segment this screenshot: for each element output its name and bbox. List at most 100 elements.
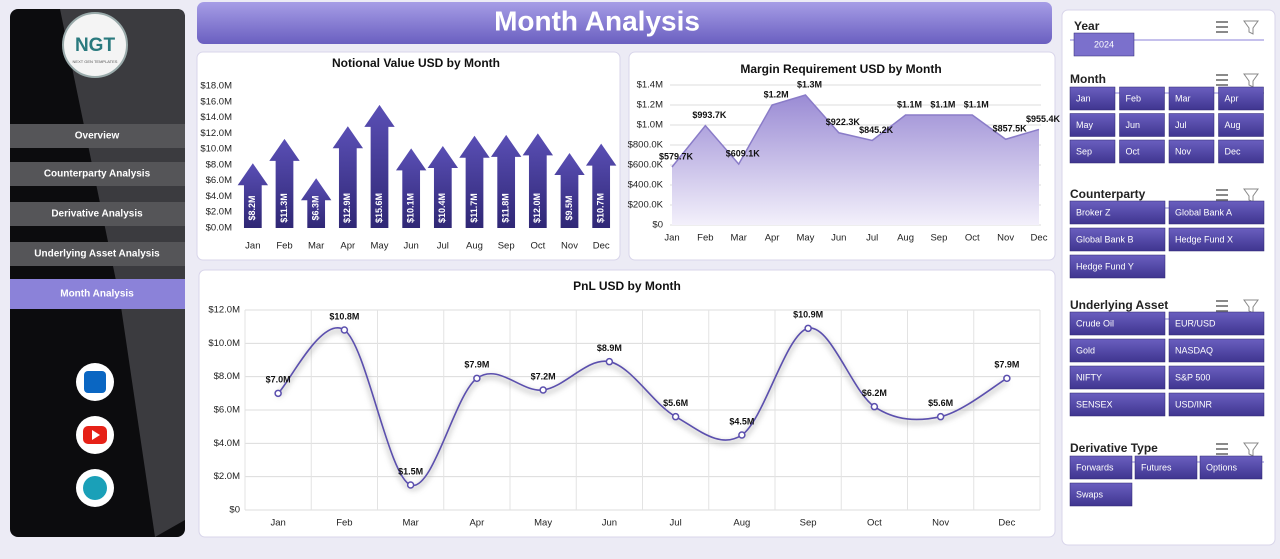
y-tick-label: $14.0M (200, 112, 232, 123)
x-tick-label: May (371, 241, 389, 252)
multi-select-icon[interactable] (1216, 74, 1228, 86)
slicer-button[interactable] (1134, 455, 1198, 480)
value-label: $1.2M (764, 89, 789, 99)
arrow-bar (522, 133, 554, 228)
slicer-button[interactable] (1069, 86, 1116, 111)
point (274, 389, 282, 398)
slicer-item: Nov (1175, 146, 1192, 156)
slicer-button[interactable] (1218, 113, 1264, 137)
clear-filter-icon[interactable] (1243, 20, 1259, 35)
nav-item[interactable] (10, 162, 185, 186)
slicer-item: Global Bank A (1175, 207, 1232, 217)
value-label: $1.1M (897, 99, 922, 109)
slicer-item: 2024 (1094, 39, 1114, 49)
slicer-button[interactable] (1069, 365, 1166, 390)
value-label: $1.3M (797, 79, 822, 89)
point (804, 324, 812, 333)
x-tick-label: Sep (930, 233, 947, 244)
slicer-button[interactable] (1168, 200, 1265, 225)
value-label: $10.7M (596, 193, 606, 223)
value-label: $7.9M (994, 360, 1019, 370)
slicer-button[interactable] (1199, 455, 1263, 480)
slicer-button[interactable] (1069, 227, 1166, 252)
x-tick-label: Nov (932, 518, 949, 529)
slicer-button[interactable] (1168, 338, 1265, 363)
y-tick-label: $200.0K (628, 200, 664, 211)
slicer-item: Mar (1175, 93, 1191, 103)
x-tick-label: Jun (404, 241, 419, 252)
y-tick-label: $4.0M (206, 191, 232, 202)
slicer-button[interactable] (1069, 392, 1166, 417)
nav-item[interactable] (10, 124, 185, 148)
slicer-button[interactable] (1069, 482, 1133, 507)
x-tick-label: Jul (437, 241, 449, 252)
multi-select-icon[interactable] (1216, 443, 1228, 455)
slicer-button[interactable] (1168, 311, 1265, 336)
x-tick-label: Jun (831, 233, 846, 244)
value-label: $7.9M (464, 360, 489, 370)
slicer-button[interactable] (1069, 311, 1166, 336)
arrow-bar (300, 178, 332, 228)
x-tick-label: Apr (765, 233, 780, 244)
slicer-button[interactable] (1069, 254, 1166, 279)
slicer-button[interactable] (1069, 200, 1166, 225)
slicer-button[interactable] (1168, 392, 1265, 417)
slicer-button[interactable] (1168, 86, 1215, 111)
slicer-item: Futures (1141, 462, 1172, 472)
multi-select-icon[interactable] (1216, 300, 1228, 312)
point (738, 431, 746, 439)
slicer-button[interactable] (1069, 338, 1166, 363)
y-tick-label: $16.0M (200, 96, 232, 107)
point (473, 374, 481, 383)
y-tick-label: $0.0M (206, 223, 232, 234)
y-tick-label: $0 (229, 505, 240, 516)
slicer-item: Gold (1076, 345, 1095, 355)
value-label: $1.5M (398, 466, 423, 476)
y-tick-label: $12.0M (200, 128, 232, 139)
slicer-item: S&P 500 (1175, 372, 1210, 382)
multi-select-icon[interactable] (1216, 189, 1228, 201)
x-tick-label: Jul (866, 233, 878, 244)
y-tick-label: $10.0M (200, 144, 232, 155)
y-tick-label: $12.0M (208, 305, 240, 316)
arrow-bar (332, 126, 364, 228)
nav-item[interactable] (10, 279, 185, 309)
slicer-button[interactable] (1218, 86, 1264, 111)
nav-item[interactable] (10, 242, 185, 266)
y-tick-label: $8.0M (214, 371, 240, 382)
slicer-button[interactable] (1119, 113, 1165, 137)
slicer-item: Jun (1126, 120, 1141, 130)
value-label: $922.3K (826, 117, 861, 127)
y-tick-label: $800.0K (628, 140, 664, 151)
slicer-button[interactable] (1119, 139, 1165, 164)
value-label: $6.3M (311, 195, 321, 220)
slicer-button[interactable] (1168, 227, 1265, 252)
nav-item[interactable] (10, 202, 185, 226)
slicer-item: Hedge Fund X (1175, 234, 1233, 244)
logo (62, 12, 128, 78)
value-label: $1.1M (964, 99, 989, 109)
slicer-button[interactable] (1218, 139, 1264, 164)
linkedin-glyph (84, 371, 106, 393)
slicer-button[interactable] (1168, 113, 1215, 137)
youtube-play (92, 430, 100, 440)
value-label: $7.2M (531, 371, 556, 381)
slicer-button[interactable] (1069, 113, 1116, 137)
y-tick-label: $2.0M (206, 207, 232, 218)
slicer-button[interactable] (1119, 86, 1165, 111)
nav-label: Derivative Analysis (51, 209, 143, 220)
slicer-button[interactable] (1168, 139, 1215, 164)
slicer-button[interactable] (1073, 32, 1135, 57)
y-tick-label: $0 (652, 220, 663, 231)
slicer-item: Hedge Fund Y (1076, 261, 1134, 271)
multi-select-icon[interactable] (1216, 21, 1228, 33)
social-icons (76, 363, 114, 507)
x-tick-label: May (534, 518, 552, 529)
slicer-button[interactable] (1168, 365, 1265, 390)
x-tick-label: Apr (340, 241, 355, 252)
slicer-item: Forwards (1076, 462, 1114, 472)
chart-title: Margin Requirement USD by Month (740, 62, 941, 76)
slicer-button[interactable] (1069, 139, 1116, 164)
slicer-button[interactable] (1069, 455, 1133, 480)
